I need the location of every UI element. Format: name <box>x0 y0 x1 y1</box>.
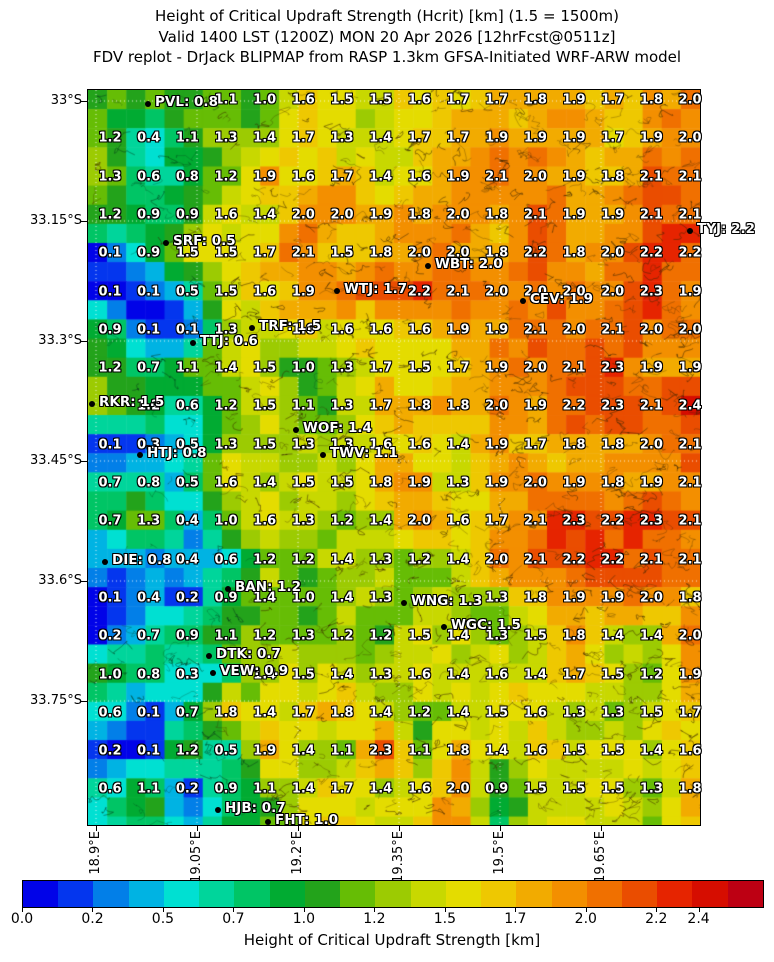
colorbar-segment <box>586 881 622 907</box>
colorbar-segment <box>93 881 129 907</box>
colorbar-tick-label: 0.7 <box>222 911 245 927</box>
colorbar-caption: Height of Critical Updraft Strength [km] <box>243 931 541 949</box>
lon-tick-label: 19.05°E <box>189 831 204 883</box>
colorbar-segment <box>375 881 411 907</box>
colorbar-tick-mark <box>444 908 446 912</box>
colorbar-segment <box>304 881 341 907</box>
colorbar-tick-label: 2.2 <box>645 911 668 927</box>
lon-tick-label: 19.2°E <box>290 831 305 875</box>
colorbar-segment <box>234 881 270 907</box>
lon-tick-mark <box>298 826 299 831</box>
colorbar-tick-label: 2.4 <box>687 911 710 927</box>
colorbar-tick-mark <box>656 908 658 912</box>
colorbar-segment <box>481 881 517 907</box>
map-frame <box>87 89 701 826</box>
colorbar-segment <box>410 881 446 907</box>
lat-tick-label: 33.75°S <box>30 693 82 708</box>
colorbar-segment <box>727 881 763 907</box>
colorbar-segment <box>692 881 728 907</box>
colorbar-tick-mark <box>162 908 164 912</box>
lon-tick-mark <box>500 826 501 831</box>
figure-title: Height of Critical Updraft Strength (Hcr… <box>0 6 774 68</box>
lon-tick-label: 19.5°E <box>492 831 507 875</box>
lat-tick-label: 33.6°S <box>38 573 82 588</box>
colorbar-tick-label: 0.2 <box>81 911 104 927</box>
colorbar-segment <box>516 881 552 907</box>
colorbar-segment <box>199 881 235 907</box>
map-raster <box>88 90 700 825</box>
colorbar <box>22 880 764 908</box>
lon-tick-label: 18.9°E <box>88 831 103 875</box>
lon-tick-mark <box>399 826 400 831</box>
station-label-TYJ: TYJ: 2.2 <box>697 221 756 237</box>
colorbar-segment <box>23 881 59 907</box>
colorbar-tick-mark <box>698 908 700 912</box>
colorbar-tick-mark <box>303 908 305 912</box>
colorbar-tick-label: 0.0 <box>10 911 34 927</box>
colorbar-tick-mark <box>515 908 517 912</box>
colorbar-tick-label: 0.5 <box>151 911 175 927</box>
colorbar-tick-mark <box>374 908 376 912</box>
colorbar-segment <box>445 881 482 907</box>
colorbar-tick-mark <box>585 908 587 912</box>
colorbar-tick-mark <box>233 908 235 912</box>
colorbar-tick-label: 1.5 <box>433 911 456 927</box>
colorbar-segment <box>621 881 658 907</box>
colorbar-tick-mark <box>92 908 94 912</box>
colorbar-segment <box>58 881 94 907</box>
title-line-1: Height of Critical Updraft Strength (Hcr… <box>155 7 619 25</box>
title-line-3: FDV replot - DrJack BLIPMAP from RASP 1.… <box>92 48 682 66</box>
colorbar-segment <box>551 881 587 907</box>
colorbar-segment <box>340 881 376 907</box>
lon-tick-label: 19.65°E <box>593 831 608 883</box>
colorbar-segment <box>657 881 693 907</box>
lon-tick-mark <box>197 826 198 831</box>
colorbar-segment <box>269 881 305 907</box>
colorbar-tick-label: 2.0 <box>574 911 597 927</box>
title-line-2: Valid 1400 LST (1200Z) MON 20 Apr 2026 [… <box>158 27 616 46</box>
lat-tick-label: 33°S <box>50 93 82 108</box>
lon-tick-mark <box>601 826 602 831</box>
colorbar-tick-label: 1.2 <box>363 911 386 927</box>
colorbar-segment <box>163 881 200 907</box>
colorbar-tick-label: 1.7 <box>504 911 527 927</box>
colorbar-tick-label: 1.0 <box>292 911 316 927</box>
colorbar-segment <box>128 881 164 907</box>
lon-tick-mark <box>96 826 97 831</box>
colorbar-tick-mark <box>22 908 23 912</box>
lat-tick-label: 33.3°S <box>38 333 82 348</box>
lat-tick-label: 33.45°S <box>30 453 82 468</box>
lon-tick-label: 19.35°E <box>391 831 406 883</box>
lat-tick-label: 33.15°S <box>30 213 82 228</box>
